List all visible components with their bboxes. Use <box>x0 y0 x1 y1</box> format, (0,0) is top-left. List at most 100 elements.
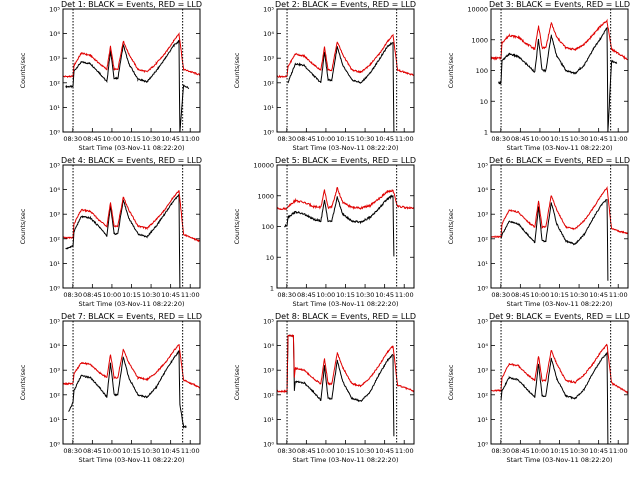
x-tick-label: 08:30 <box>491 135 510 143</box>
y-tick-label: 10³ <box>49 367 60 375</box>
y-axis-label: Counts/sec <box>19 208 27 244</box>
y-tick-label: 10² <box>477 235 488 243</box>
detector-panel-3: 1 10 100 1000 10000 08:30 08:45 10:00 10:15 10:30… <box>447 0 630 152</box>
events-series-line <box>286 334 395 437</box>
y-tick-label: 1000 <box>257 192 274 200</box>
y-tick-label: 10⁴ <box>263 30 274 38</box>
y-tick-label: 10⁰ <box>49 285 60 293</box>
x-tick-label: 10:00 <box>531 135 550 143</box>
x-tick-label: 08:45 <box>297 135 316 143</box>
x-tick-label: 11:00 <box>181 291 200 299</box>
events-series-line <box>65 194 181 289</box>
x-tick-label: 10:30 <box>142 291 161 299</box>
y-tick-label: 10³ <box>49 55 60 63</box>
x-tick-label: 10:00 <box>103 447 122 455</box>
x-tick-label: 08:30 <box>277 135 296 143</box>
x-tick-label: 10:00 <box>531 291 550 299</box>
y-tick-label: 10¹ <box>263 416 274 424</box>
x-tick-label: 08:45 <box>297 447 316 455</box>
x-tick-label: 10:15 <box>336 135 355 143</box>
x-tick-label: 11:00 <box>609 135 628 143</box>
y-tick-label: 10¹ <box>263 104 274 112</box>
x-tick-label: 10:15 <box>122 135 141 143</box>
y-tick-label: 10⁵ <box>263 318 274 326</box>
x-tick-label: 10:45 <box>589 135 608 143</box>
y-tick-label: 10⁰ <box>49 441 60 449</box>
x-tick-label: 10:30 <box>570 135 589 143</box>
x-axis-label: Start Time (03-Nov-11 08:22:20) <box>79 144 185 152</box>
panel-title: Det 5: BLACK = Events, RED = LLD <box>275 156 416 165</box>
x-tick-label: 11:00 <box>181 135 200 143</box>
y-tick-label: 10⁰ <box>477 285 488 293</box>
x-axis-label: Start Time (03-Nov-11 08:22:20) <box>293 300 399 308</box>
panel-title: Det 2: BLACK = Events, RED = LLD <box>275 0 416 9</box>
x-tick-label: 10:30 <box>570 291 589 299</box>
events-series-line <box>500 351 609 445</box>
x-tick-label: 10:15 <box>336 291 355 299</box>
lld-series-line <box>491 18 629 61</box>
events-series-line <box>287 42 395 132</box>
x-axis-label: Start Time (03-Nov-11 08:22:20) <box>293 144 399 152</box>
x-tick-label: 10:45 <box>161 291 180 299</box>
y-tick-label: 10² <box>49 79 60 87</box>
x-tick-label: 10:00 <box>317 291 336 299</box>
y-axis-label: Counts/sec <box>19 364 27 400</box>
y-tick-label: 10⁵ <box>477 162 488 170</box>
x-tick-label: 08:30 <box>491 291 510 299</box>
x-tick-label: 11:00 <box>609 447 628 455</box>
x-tick-label: 10:30 <box>356 135 375 143</box>
events-series-line <box>68 350 187 429</box>
y-tick-label: 10² <box>49 391 60 399</box>
panel-title: Det 3: BLACK = Events, RED = LLD <box>489 0 630 9</box>
y-tick-label: 10³ <box>49 211 60 219</box>
y-tick-label: 10² <box>49 235 60 243</box>
x-tick-label: 11:00 <box>395 291 414 299</box>
x-tick-label: 08:45 <box>83 447 102 455</box>
x-tick-label: 10:00 <box>103 291 122 299</box>
lld-series-line <box>276 33 415 79</box>
x-tick-label: 10:45 <box>589 447 608 455</box>
x-tick-label: 10:45 <box>161 447 180 455</box>
y-axis-label: Counts/sec <box>447 364 455 400</box>
x-axis-label: Start Time (03-Nov-11 08:22:20) <box>507 456 613 464</box>
y-tick-label: 10³ <box>263 367 274 375</box>
y-axis-label: Counts/sec <box>447 52 455 88</box>
y-tick-label: 100 <box>476 67 488 75</box>
lld-series-line <box>62 31 201 79</box>
x-tick-label: 10:30 <box>142 135 161 143</box>
x-tick-label: 10:45 <box>161 135 180 143</box>
y-tick-label: 10⁵ <box>263 6 274 14</box>
panel-title: Det 6: BLACK = Events, RED = LLD <box>489 156 630 165</box>
x-tick-label: 08:30 <box>63 135 82 143</box>
x-axis-label: Start Time (03-Nov-11 08:22:20) <box>507 300 613 308</box>
x-tick-label: 08:30 <box>63 291 82 299</box>
y-tick-label: 10³ <box>477 367 488 375</box>
y-tick-label: 1000 <box>471 36 488 44</box>
x-tick-label: 11:00 <box>395 447 414 455</box>
y-tick-label: 10⁰ <box>49 129 60 137</box>
y-tick-label: 10 <box>266 254 274 262</box>
events-series-line <box>498 27 618 132</box>
y-tick-label: 100 <box>262 223 274 231</box>
x-tick-label: 08:45 <box>511 447 530 455</box>
x-tick-label: 10:45 <box>375 135 394 143</box>
y-tick-label: 10⁴ <box>49 186 60 194</box>
y-tick-label: 10¹ <box>477 260 488 268</box>
events-series-line <box>500 199 609 281</box>
x-tick-label: 10:00 <box>317 135 336 143</box>
x-axis-label: Start Time (03-Nov-11 08:22:20) <box>79 456 185 464</box>
x-tick-label: 10:00 <box>531 447 550 455</box>
lld-series-line <box>62 344 201 389</box>
x-tick-label: 11:00 <box>395 135 414 143</box>
y-tick-label: 10³ <box>263 55 274 63</box>
x-tick-label: 10:45 <box>589 291 608 299</box>
x-tick-label: 10:15 <box>550 135 569 143</box>
y-tick-label: 10⁴ <box>49 30 60 38</box>
x-tick-label: 08:45 <box>511 291 530 299</box>
x-tick-label: 08:30 <box>63 447 82 455</box>
